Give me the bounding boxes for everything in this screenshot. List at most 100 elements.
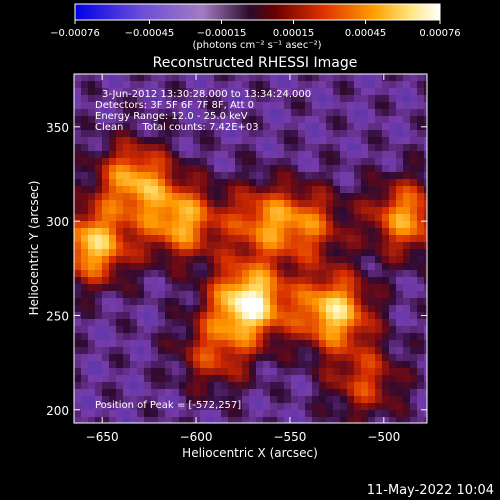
heatmap-cell [368,172,375,179]
heatmap-cell [277,270,284,277]
heatmap-cell [375,102,382,109]
heatmap-cell [200,214,207,221]
heatmap-cell [102,109,109,116]
heatmap-cell [95,375,102,382]
heatmap-cell [347,277,354,284]
heatmap-cell [235,95,242,102]
heatmap-cell [81,347,88,354]
heatmap-cell [298,228,305,235]
heatmap-cell [186,144,193,151]
heatmap-cell [123,200,130,207]
heatmap-cell [424,144,427,151]
heatmap-cell [389,403,396,410]
heatmap-cell [249,221,256,228]
heatmap-cell [298,389,305,396]
heatmap-cell [291,389,298,396]
heatmap-cell [249,291,256,298]
heatmap-cell [312,403,319,410]
heatmap-cell [340,221,347,228]
heatmap-cell [396,270,403,277]
heatmap-cell [193,347,200,354]
heatmap-cell [151,361,158,368]
heatmap-cell [312,256,319,263]
heatmap-cell [403,326,410,333]
heatmap-cell [305,347,312,354]
heatmap-cell [74,81,81,88]
heatmap-cell [81,193,88,200]
heatmap-cell [396,333,403,340]
heatmap-cell [242,242,249,249]
heatmap-cell [200,319,207,326]
x-axis-ticks: −650 −600 −550 −500 [86,74,400,444]
heatmap-cell [123,186,130,193]
heatmap-cell [263,417,270,423]
heatmap-cell [347,137,354,144]
heatmap-cell [228,284,235,291]
heatmap-cell [403,340,410,347]
heatmap-cell [347,347,354,354]
heatmap-cell [256,347,263,354]
heatmap-cell [333,375,340,382]
heatmap-cell [95,354,102,361]
heatmap-cell [347,382,354,389]
heatmap-cell [151,109,158,116]
heatmap-cell [424,284,427,291]
heatmap-cell [172,207,179,214]
heatmap-cell [158,137,165,144]
heatmap-cell [340,333,347,340]
heatmap-cell [347,242,354,249]
heatmap-cell [263,284,270,291]
heatmap-cell [179,235,186,242]
heatmap-cell [158,389,165,396]
heatmap-cell [319,340,326,347]
heatmap-cell [333,193,340,200]
heatmap-cell [200,172,207,179]
heatmap-cell [200,340,207,347]
heatmap-cell [305,165,312,172]
heatmap-cell [116,333,123,340]
heatmap-cell [158,277,165,284]
heatmap-cell [326,312,333,319]
heatmap-cell [109,256,116,263]
heatmap-cell [186,109,193,116]
heatmap-cell [144,340,151,347]
heatmap-cell [284,277,291,284]
heatmap-cell [123,382,130,389]
heatmap-cell [186,382,193,389]
heatmap-cell [298,375,305,382]
heatmap-cell [151,137,158,144]
heatmap-cell [291,256,298,263]
heatmap-cell [193,102,200,109]
heatmap-cell [207,151,214,158]
heatmap-cell [347,74,354,81]
heatmap-cell [81,284,88,291]
heatmap-cell [88,158,95,165]
heatmap-cell [326,193,333,200]
heatmap-cell [102,158,109,165]
heatmap-cell [186,333,193,340]
heatmap-cell [179,347,186,354]
heatmap-cell [340,200,347,207]
heatmap-cell [333,305,340,312]
heatmap-cell [333,298,340,305]
heatmap-cell [249,137,256,144]
heatmap-cell [284,172,291,179]
heatmap-cell [312,263,319,270]
heatmap-cell [417,130,424,137]
heatmap-cell [375,88,382,95]
heatmap-cell [375,214,382,221]
heatmap-cell [277,340,284,347]
heatmap-cell [298,88,305,95]
heatmap-cell [228,312,235,319]
heatmap-cell [74,151,81,158]
heatmap-cell [81,172,88,179]
heatmap-cell [130,298,137,305]
heatmap-cell [389,88,396,95]
heatmap-cell [186,256,193,263]
heatmap-cell [417,389,424,396]
heatmap-cell [417,207,424,214]
heatmap-cell [417,116,424,123]
heatmap-cell [151,88,158,95]
heatmap-cell [179,95,186,102]
heatmap-cell [319,242,326,249]
